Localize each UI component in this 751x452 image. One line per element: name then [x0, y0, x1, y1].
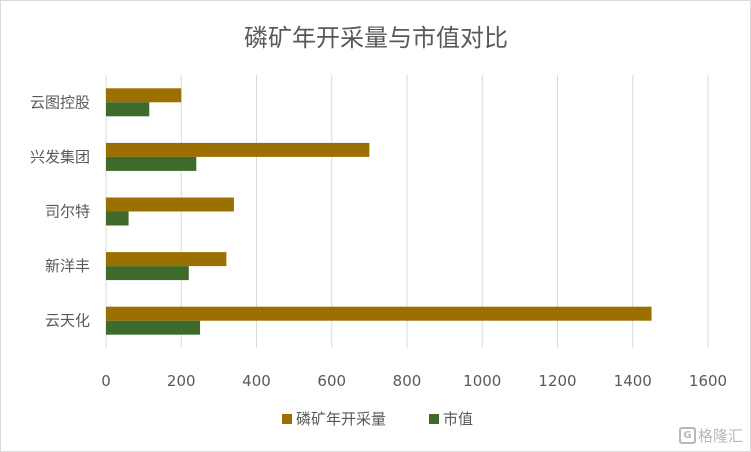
x-tick-label: 800 [393, 372, 422, 390]
chart-title: 磷矿年开采量与市值对比 [244, 24, 508, 52]
x-tick-label: 0 [101, 372, 111, 390]
x-tick-label: 400 [242, 372, 271, 390]
x-tick-label: 1000 [463, 372, 501, 390]
bar [106, 88, 182, 103]
legend-label: 磷矿年开采量 [296, 410, 386, 428]
legend-label: 市值 [443, 410, 473, 428]
bars [106, 88, 652, 335]
x-tick-label: 1600 [689, 372, 727, 390]
x-tick-label: 1200 [538, 372, 576, 390]
x-tick-label: 600 [317, 372, 346, 390]
bar [106, 266, 189, 281]
watermark-text: 格隆汇 [697, 427, 743, 445]
category-label: 司尔特 [45, 203, 90, 221]
category-label: 兴发集团 [30, 148, 90, 166]
x-tick-label: 1400 [614, 372, 652, 390]
x-tick-label: 200 [167, 372, 196, 390]
bar [106, 252, 227, 267]
category-label: 云天化 [45, 312, 90, 330]
x-tick-labels: 0 200 400 600 800 1000 1200 1400 1600 [101, 372, 727, 390]
bar [106, 142, 370, 157]
watermark: G 格隆汇 [678, 425, 743, 446]
legend-swatch [282, 414, 292, 424]
bar [106, 156, 197, 171]
category-label: 云图控股 [30, 93, 90, 111]
category-labels: 云天化 新洋丰 司尔特 兴发集团 云图控股 [30, 93, 90, 329]
bar [106, 306, 652, 321]
category-label: 新洋丰 [45, 257, 90, 275]
bar [106, 211, 129, 226]
bar [106, 320, 201, 335]
bar [106, 197, 234, 212]
watermark-logo-icon: G [678, 427, 696, 444]
bar [106, 102, 150, 117]
legend-swatch [429, 414, 439, 424]
gridlines [105, 75, 709, 348]
legend: 磷矿年开采量 市值 [282, 410, 473, 428]
